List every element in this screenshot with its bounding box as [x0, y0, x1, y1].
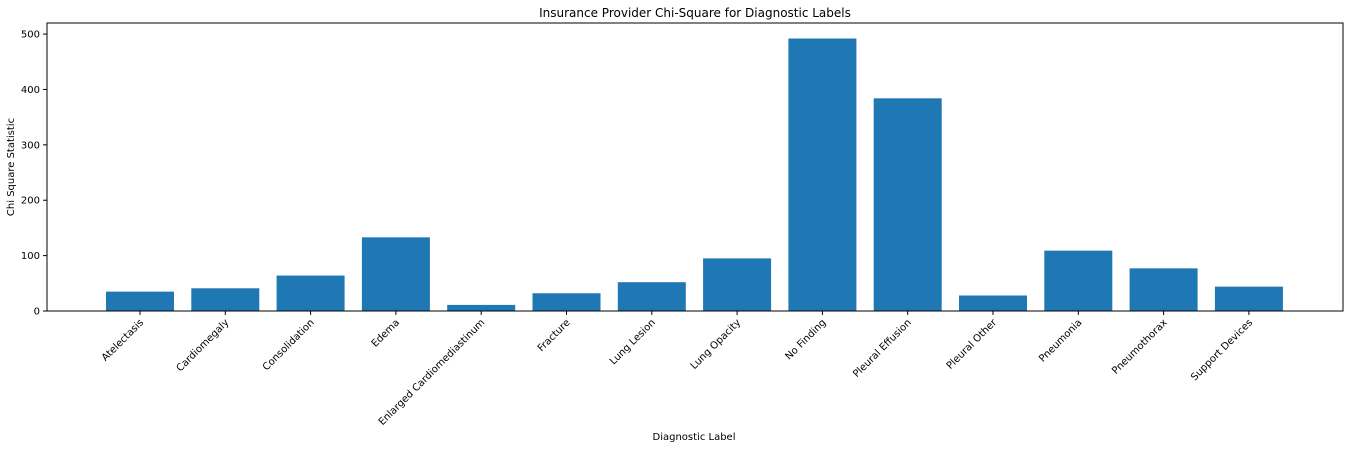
bar-pleural-other [959, 295, 1027, 311]
x-tick-label: Consolidation [261, 317, 317, 373]
x-tick-label: Atelectasis [100, 317, 146, 363]
bar-edema [361, 237, 430, 311]
y-tick-label: 300 [21, 140, 40, 151]
bar-no-finding [788, 38, 857, 311]
bar-fracture [532, 293, 601, 311]
bar-atelectasis [106, 291, 174, 311]
x-tick-label: Pneumothorax [1110, 317, 1170, 377]
x-axis-label: Diagnostic Label [653, 432, 736, 443]
plot-frame [46, 22, 1344, 312]
x-tick-label: Pleural Effusion [851, 317, 914, 380]
x-axis: Atelectasis Cardiomegaly Consolidation Edem… [100, 311, 1255, 428]
x-tick-label: Edema [370, 317, 402, 349]
x-tick-label: Enlarged Cardiomediastinum [377, 317, 488, 428]
bar-support-devices [1214, 286, 1283, 311]
bars-group [106, 38, 1283, 311]
bar-lung-lesion [617, 282, 686, 311]
x-tick-label: Lung Lesion [608, 317, 658, 367]
bar-consolidation [276, 275, 345, 311]
bar-pneumothorax [1129, 268, 1198, 311]
x-tick-label: Fracture [536, 317, 573, 354]
x-tick-label: Cardiomegaly [175, 317, 232, 374]
y-tick-label: 0 [34, 307, 40, 318]
y-tick-label: 500 [21, 30, 40, 41]
y-tick-label: 400 [21, 85, 40, 96]
bar-cardiomegaly [191, 288, 260, 311]
x-tick-label: Pneumonia [1037, 317, 1084, 364]
bar-pleural-effusion [873, 98, 942, 311]
y-axis-label: Chi Square Statistic [6, 118, 17, 216]
x-tick-label: Pleural Other [945, 317, 1000, 372]
x-tick-label: Lung Opacity [689, 317, 744, 372]
chart-title: Insurance Provider Chi-Square for Diagno… [539, 6, 851, 20]
bar-pneumonia [1044, 250, 1113, 311]
y-axis: 0 100 200 300 400 500 [21, 30, 47, 318]
x-tick-label: Support Devices [1189, 317, 1255, 383]
y-tick-label: 100 [21, 251, 40, 262]
y-tick-label: 200 [21, 196, 40, 207]
bar-lung-opacity [703, 258, 772, 311]
bar-enlarged-cardiomediastinum [447, 304, 516, 311]
x-tick-label: No Finding [783, 317, 828, 362]
